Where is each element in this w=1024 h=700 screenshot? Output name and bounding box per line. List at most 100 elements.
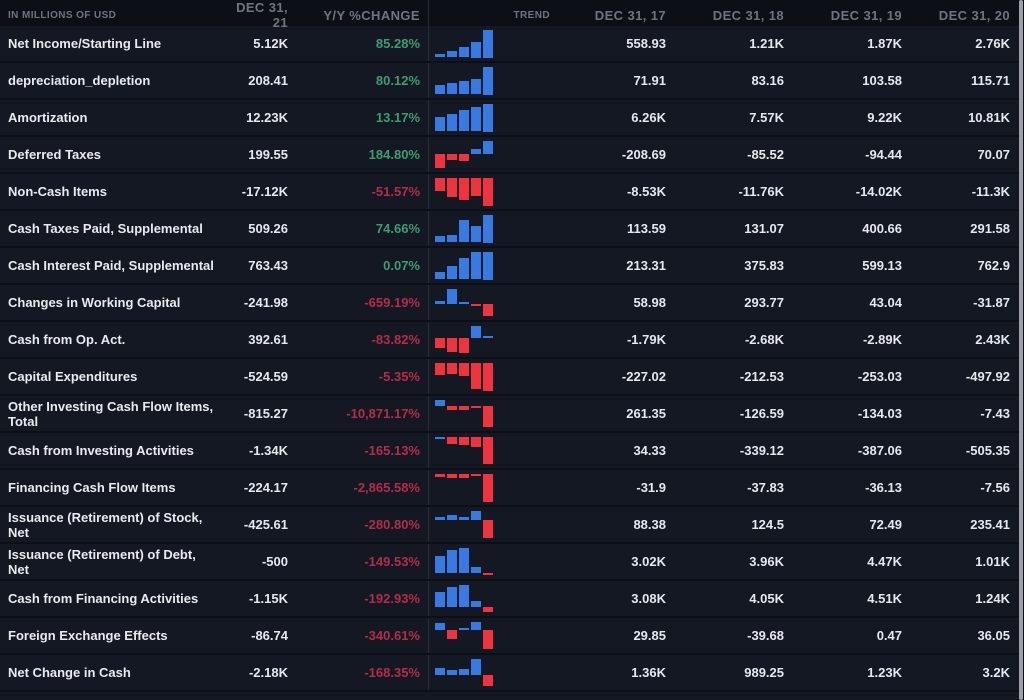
value-dec31-18: -37.83 bbox=[747, 480, 784, 495]
value-dec31-20: 762.9 bbox=[977, 258, 1010, 273]
trend-cell bbox=[428, 137, 560, 172]
trend-bar bbox=[459, 154, 469, 161]
value-dec31-20: 10.81K bbox=[968, 110, 1010, 125]
table-row[interactable]: Cash Interest Paid, Supplemental 763.43 … bbox=[0, 248, 1020, 285]
value-dec31-19: 4.47K bbox=[867, 554, 902, 569]
table-row[interactable]: depreciation_depletion 208.41 80.12% 71.… bbox=[0, 63, 1020, 100]
table-row[interactable]: Cash from Op. Act. 392.61 -83.82% -1.79K… bbox=[0, 322, 1020, 359]
table-row[interactable]: Cash Taxes Paid, Supplemental 509.26 74.… bbox=[0, 211, 1020, 248]
value-yoy-change: -51.57% bbox=[371, 184, 420, 199]
table-row[interactable]: Issuance (Retirement) of Stock, Net -425… bbox=[0, 507, 1020, 544]
value-dec31-17: 3.08K bbox=[631, 591, 666, 606]
table-row[interactable]: Changes in Working Capital -241.98 -659.… bbox=[0, 285, 1020, 322]
trend-cell bbox=[428, 359, 560, 394]
table-row[interactable]: Capital Expenditures -524.59 -5.35% -227… bbox=[0, 359, 1020, 396]
table-row[interactable]: Net Income/Starting Line 5.12K 85.28% 55… bbox=[0, 26, 1020, 63]
column-header-dec31-17: DEC 31, 17 bbox=[594, 7, 666, 23]
value-dec31-17: 29.85 bbox=[633, 628, 666, 643]
row-label: Cash from Op. Act. bbox=[8, 332, 126, 347]
trend-sparkline bbox=[435, 251, 493, 280]
vertical-scrollbar[interactable] bbox=[1019, 0, 1023, 700]
value-dec31-20: -497.92 bbox=[965, 369, 1010, 384]
table-row[interactable]: Amortization 12.23K 13.17% 6.26K 7.57K 9… bbox=[0, 100, 1020, 137]
trend-bar bbox=[435, 236, 445, 243]
value-yoy-change: -168.35% bbox=[364, 665, 420, 680]
value-dec31-18: 1.21K bbox=[749, 36, 784, 51]
value-dec31-19: 4.51K bbox=[867, 591, 902, 606]
trend-bar bbox=[435, 399, 445, 407]
trend-bar bbox=[447, 437, 457, 445]
row-label: Cash from Financing Activities bbox=[8, 591, 199, 606]
value-yoy-change: 184.80% bbox=[368, 147, 420, 162]
value-dec31-21: -1.34K bbox=[248, 443, 288, 458]
trend-bar bbox=[483, 336, 493, 339]
value-dec31-18: 989.25 bbox=[744, 665, 784, 680]
trend-bar bbox=[459, 627, 469, 630]
table-row[interactable]: Foreign Exchange Effects -86.74 -340.61%… bbox=[0, 618, 1020, 655]
trend-bar bbox=[483, 675, 493, 687]
trend-bar bbox=[435, 300, 445, 304]
value-dec31-20: -7.43 bbox=[980, 406, 1010, 421]
value-yoy-change: -165.13% bbox=[364, 443, 420, 458]
column-header-units: IN MILLIONS OF USD bbox=[8, 9, 117, 21]
value-yoy-change: 80.12% bbox=[375, 73, 420, 88]
value-dec31-20: 115.71 bbox=[970, 73, 1010, 88]
trend-sparkline bbox=[435, 66, 493, 95]
value-dec31-17: 3.02K bbox=[631, 554, 666, 569]
value-dec31-17: -208.69 bbox=[621, 147, 666, 162]
trend-bar bbox=[459, 473, 469, 478]
value-dec31-19: -134.03 bbox=[857, 406, 902, 421]
trend-bar bbox=[459, 584, 469, 607]
value-dec31-21: 763.43 bbox=[248, 258, 288, 273]
table-row[interactable]: Cash from Financing Activities -1.15K -1… bbox=[0, 581, 1020, 618]
table-row[interactable]: Cash from Investing Activities -1.34K -1… bbox=[0, 433, 1020, 470]
trend-bar bbox=[483, 362, 493, 391]
trend-bar bbox=[471, 658, 481, 676]
value-dec31-21: -524.59 bbox=[243, 369, 288, 384]
trend-bar bbox=[483, 437, 493, 465]
value-dec31-19: -2.89K bbox=[862, 332, 902, 347]
value-dec31-21: 509.26 bbox=[248, 221, 288, 236]
table-row[interactable]: Net Change in Cash -2.18K -168.35% 1.36K… bbox=[0, 655, 1020, 692]
trend-bar bbox=[483, 520, 493, 539]
value-yoy-change: 13.17% bbox=[375, 110, 420, 125]
value-yoy-change: -149.53% bbox=[364, 554, 420, 569]
table-row[interactable]: Deferred Taxes 199.55 184.80% -208.69 -8… bbox=[0, 137, 1020, 174]
trend-cell bbox=[428, 544, 560, 579]
trend-bar bbox=[483, 214, 493, 243]
trend-bar bbox=[471, 473, 481, 476]
value-dec31-18: 4.05K bbox=[749, 591, 784, 606]
table-row[interactable]: Issuance (Retirement) of Debt, Net -500 … bbox=[0, 544, 1020, 581]
trend-cell bbox=[428, 470, 560, 505]
table-row[interactable]: Financing Cash Flow Items -224.17 -2,865… bbox=[0, 470, 1020, 507]
trend-cell bbox=[428, 322, 560, 357]
value-dec31-18: -11.76K bbox=[738, 184, 784, 199]
trend-cell bbox=[428, 285, 560, 320]
table-row[interactable]: Non-Cash Items -17.12K -51.57% -8.53K -1… bbox=[0, 174, 1020, 211]
trend-bar bbox=[435, 117, 445, 132]
table-row[interactable]: Other Investing Cash Flow Items, Total -… bbox=[0, 396, 1020, 433]
row-label: Cash Interest Paid, Supplemental bbox=[8, 258, 214, 273]
value-dec31-20: 3.2K bbox=[982, 665, 1010, 680]
value-dec31-19: -253.03 bbox=[857, 369, 902, 384]
value-dec31-19: 9.22K bbox=[867, 110, 902, 125]
trend-bar bbox=[447, 338, 457, 353]
trend-bar bbox=[435, 338, 445, 348]
column-header-dec31-18: DEC 31, 18 bbox=[712, 7, 784, 23]
row-label: Issuance (Retirement) of Debt, Net bbox=[8, 546, 196, 577]
trend-cell bbox=[428, 100, 560, 135]
value-dec31-21: -17.12K bbox=[241, 184, 288, 199]
row-label: Amortization bbox=[8, 110, 88, 125]
trend-bar bbox=[447, 473, 457, 479]
trend-sparkline bbox=[435, 510, 493, 539]
trend-bar bbox=[471, 226, 481, 243]
row-label: Issuance (Retirement) of Stock, Net bbox=[8, 509, 203, 540]
trend-bar bbox=[483, 572, 493, 576]
trend-bar bbox=[483, 629, 493, 650]
value-dec31-18: -2.68K bbox=[744, 332, 784, 347]
trend-sparkline bbox=[435, 436, 493, 465]
trend-cell bbox=[428, 63, 560, 98]
value-dec31-19: 0.47 bbox=[876, 628, 902, 643]
trend-bar bbox=[447, 50, 457, 58]
